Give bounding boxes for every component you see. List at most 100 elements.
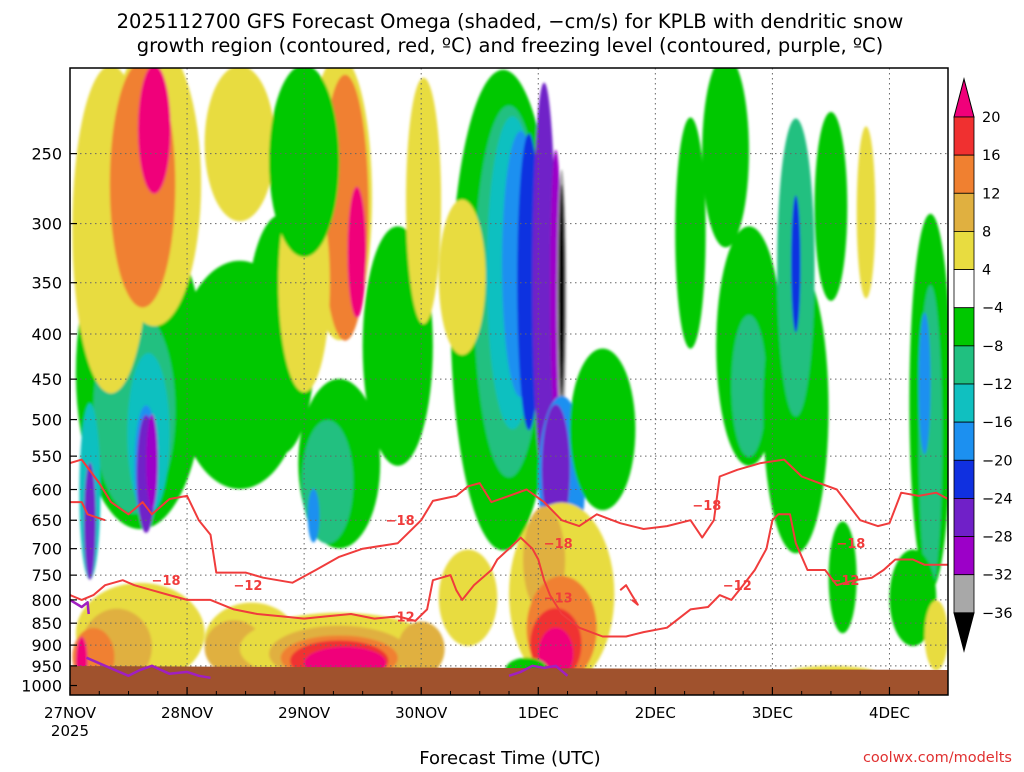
dgz-contour-label: −12 <box>830 574 859 589</box>
dgz-contour-label: −12 <box>723 579 752 594</box>
dgz-contour-label: −13 <box>544 592 573 607</box>
chart-title-line2: growth region (contoured, red, ºC) and f… <box>137 34 884 57</box>
omega-region <box>558 184 565 398</box>
colorbar-band <box>953 154 975 194</box>
colorbar-label: 12 <box>982 186 1000 202</box>
omega-region <box>828 521 857 634</box>
colorbar-label: −20 <box>982 453 1013 469</box>
colorbar-label: 8 <box>982 224 991 240</box>
colorbar-band <box>953 536 975 576</box>
omega-region <box>889 549 937 647</box>
y-tick-label: 300 <box>31 215 62 234</box>
dgz-contour-label: −18 <box>152 574 181 589</box>
x-tick-label: 2DEC <box>635 704 676 722</box>
colorbar-label: −8 <box>982 339 1003 355</box>
x-tick-label: 28NOV <box>161 704 214 722</box>
omega-region <box>924 600 948 671</box>
colorbar-band <box>953 574 975 614</box>
dgz-contour-small <box>619 584 639 606</box>
colorbar-label: 4 <box>982 263 991 279</box>
colorbar-band <box>953 459 975 499</box>
x-tick-label: 4DEC <box>869 704 910 722</box>
y-tick-label: 950 <box>31 657 62 676</box>
x-tick-label: 30NOV <box>395 704 448 722</box>
colorbar-label: −28 <box>982 530 1013 546</box>
watermark: coolwx.com/modelts <box>863 750 1012 766</box>
colorbar-band <box>953 231 975 270</box>
ground-surface <box>70 666 948 695</box>
colorbar: 20 16 12 8 4 −4 −8 −12 −16 −20 −24 −28 −32 −36 <box>953 77 1013 653</box>
x-axis-label: Forecast Time (UTC) <box>419 748 600 768</box>
y-tick-label: 1000 <box>21 677 62 696</box>
dgz-contour-label: −18 <box>836 537 865 552</box>
y-tick-label: 800 <box>31 591 62 610</box>
colorbar-band <box>953 116 975 156</box>
omega-region <box>137 68 171 194</box>
dgz-contour-label: −12 <box>233 579 262 594</box>
colorbar-label: −32 <box>982 568 1013 584</box>
dgz-contour-minus12 <box>70 513 948 638</box>
omega-region <box>405 77 442 325</box>
y-tick-label: 900 <box>31 636 62 655</box>
dgz-contour-minus18-branch <box>70 501 106 522</box>
y-axis: 250 300 350 400 450 500 550 600 650 700 750 800 850 9… <box>21 145 77 696</box>
colorbar-top-arrow <box>953 77 975 118</box>
omega-region <box>541 404 570 535</box>
freezing-level-contour <box>85 656 211 680</box>
y-tick-label: 750 <box>31 566 62 585</box>
omega-region <box>791 195 801 333</box>
colorbar-band <box>953 421 975 461</box>
colorbar-label: 16 <box>982 148 1000 164</box>
plot-area: −18 −12 −18 −12 −18 −13 −18 −12 −18 −12 <box>70 68 948 695</box>
omega-region <box>269 68 340 257</box>
omega-region <box>438 549 498 647</box>
omega-region <box>146 414 158 509</box>
colorbar-band <box>953 498 975 537</box>
x-tick-label: 3DEC <box>752 704 793 722</box>
dgz-contour-label: −18 <box>544 537 573 552</box>
x-tick-label: 27NOV <box>44 704 97 722</box>
dgz-contour-label: −18 <box>386 514 415 529</box>
colorbar-band <box>953 383 975 423</box>
colorbar-bottom-arrow <box>953 612 975 653</box>
y-tick-label: 600 <box>31 481 62 500</box>
y-tick-label: 250 <box>31 145 62 164</box>
colorbar-label: −4 <box>982 301 1003 317</box>
y-tick-label: 400 <box>31 325 62 344</box>
colorbar-band <box>953 345 975 385</box>
omega-region <box>438 199 486 356</box>
colorbar-band <box>953 192 975 232</box>
omega-region <box>702 68 749 248</box>
omega-region <box>204 68 275 222</box>
colorbar-label: −12 <box>982 377 1013 393</box>
omega-shading <box>72 68 948 686</box>
freezing-level-contour <box>508 664 569 677</box>
colorbar-label: −36 <box>982 606 1013 622</box>
freezing-level-contour <box>70 598 90 615</box>
omega-region <box>569 348 636 511</box>
y-tick-label: 850 <box>31 614 62 633</box>
colorbar-label: −24 <box>982 491 1013 507</box>
omega-region <box>347 186 367 318</box>
omega-region <box>814 111 848 301</box>
omega-region <box>731 314 767 457</box>
contours: −18 −12 −18 −12 −18 −13 −18 −12 −18 −12 <box>70 458 948 680</box>
x-year-label: 2025 <box>51 722 89 740</box>
x-tick-label: 29NOV <box>278 704 331 722</box>
y-tick-label: 650 <box>31 511 62 530</box>
omega-region <box>675 117 706 349</box>
colorbar-band <box>953 269 975 309</box>
omega-region <box>307 488 320 543</box>
y-tick-label: 700 <box>31 540 62 559</box>
dgz-contour-minus18 <box>70 458 948 584</box>
y-tick-label: 350 <box>31 274 62 293</box>
dgz-contour-label: −12 <box>386 610 415 625</box>
omega-region <box>918 312 931 455</box>
colorbar-label: −16 <box>982 415 1013 431</box>
dgz-contour-label: −18 <box>692 499 721 514</box>
x-tick-label: 1DEC <box>518 704 559 722</box>
y-tick-label: 500 <box>31 411 62 430</box>
colorbar-label: 20 <box>982 110 1000 126</box>
chart-title-line1: 2025112700 GFS Forecast Omega (shaded, −… <box>117 10 904 33</box>
